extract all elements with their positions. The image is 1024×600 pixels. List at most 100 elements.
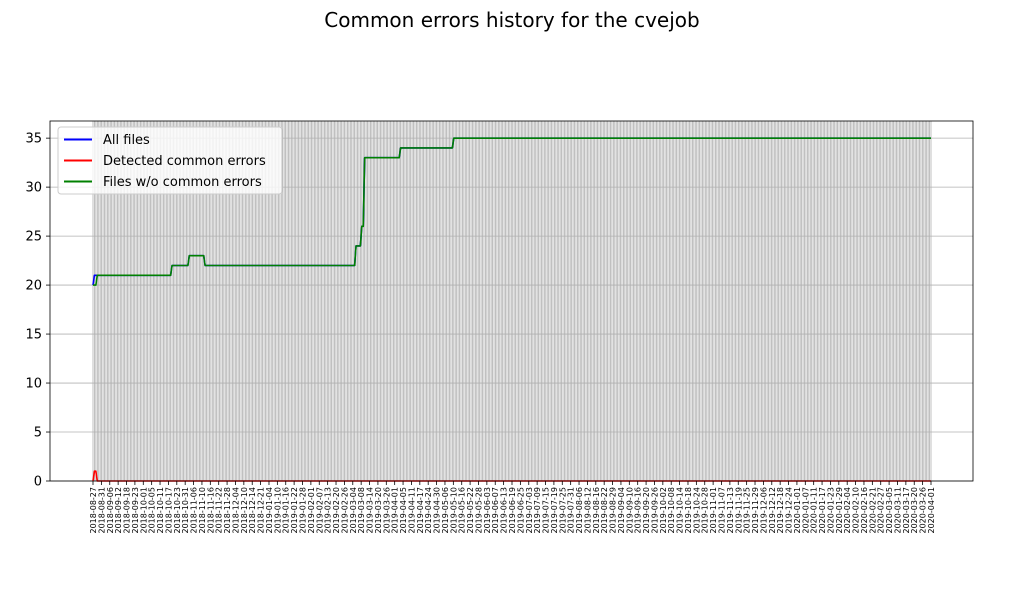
x-tick-label: 2019-11-07 bbox=[718, 487, 727, 534]
x-tick-label: 2020-02-16 bbox=[860, 487, 869, 534]
x-tick-label: 2019-05-28 bbox=[474, 487, 483, 534]
y-tick-label: 35 bbox=[25, 132, 42, 147]
x-tick-label: 2019-08-16 bbox=[592, 487, 601, 534]
x-gridlines bbox=[92, 121, 932, 481]
x-tick-label: 2019-10-28 bbox=[701, 487, 710, 534]
x-tick-label: 2018-10-05 bbox=[148, 487, 157, 534]
legend-label: All files bbox=[103, 133, 150, 148]
y-tick-label: 15 bbox=[25, 328, 42, 343]
x-tick-label: 2018-10-01 bbox=[139, 487, 148, 534]
x-tick-label: 2019-03-08 bbox=[357, 487, 366, 534]
x-tick-label: 2020-01-01 bbox=[793, 487, 802, 534]
x-tick-label: 2019-07-19 bbox=[550, 487, 559, 534]
x-tick-label: 2019-12-12 bbox=[768, 487, 777, 534]
x-tick-label: 2019-02-01 bbox=[307, 487, 316, 534]
y-tick-label: 0 bbox=[34, 475, 42, 490]
x-tick-label: 2019-06-03 bbox=[483, 487, 492, 534]
x-tick-label: 2019-11-01 bbox=[709, 487, 718, 534]
x-tick-label: 2019-10-14 bbox=[676, 487, 685, 534]
y-tick-label: 10 bbox=[25, 377, 42, 392]
x-tick-label: 2020-02-04 bbox=[843, 487, 852, 534]
x-tick-label: 2019-07-31 bbox=[567, 487, 576, 534]
x-tick-label: 2018-11-10 bbox=[198, 487, 207, 534]
x-tick-label: 2019-01-16 bbox=[282, 487, 291, 534]
x-tick-label: 2019-09-04 bbox=[617, 487, 626, 534]
legend-box bbox=[57, 126, 283, 195]
x-tick-label: 2019-09-26 bbox=[650, 487, 659, 534]
x-tick-label: 2019-01-04 bbox=[265, 487, 274, 534]
x-tick-label: 2019-04-11 bbox=[407, 487, 416, 534]
x-tick-label: 2018-12-04 bbox=[231, 487, 240, 534]
x-tick-label: 2019-07-25 bbox=[558, 487, 567, 534]
x-tick-label: 2019-06-19 bbox=[508, 487, 517, 534]
x-tick-label: 2019-04-05 bbox=[399, 487, 408, 534]
x-tick-label: 2019-06-07 bbox=[491, 487, 500, 534]
x-tick-label: 2019-12-24 bbox=[785, 487, 794, 534]
x-tick-label: 2019-05-22 bbox=[466, 487, 475, 534]
x-tick-label: 2019-11-25 bbox=[743, 487, 752, 534]
x-tick-label: 2019-02-26 bbox=[340, 487, 349, 534]
x-tick-label: 2020-02-27 bbox=[877, 487, 886, 534]
x-tick-label: 2019-01-22 bbox=[290, 487, 299, 534]
x-tick-label: 2019-11-29 bbox=[751, 487, 760, 534]
x-tick-label: 2020-03-11 bbox=[893, 487, 902, 534]
x-tick-label: 2018-08-31 bbox=[97, 487, 106, 534]
x-tick-label: 2020-01-23 bbox=[826, 487, 835, 534]
x-tick-label: 2019-03-20 bbox=[374, 487, 383, 534]
x-tick-label: 2019-06-25 bbox=[516, 487, 525, 534]
chart-title: Common errors history for the cvejob bbox=[324, 8, 700, 32]
x-tick-label: 2020-02-10 bbox=[852, 487, 861, 534]
x-tick-label: 2018-09-18 bbox=[123, 487, 132, 534]
x-tick-label: 2019-10-08 bbox=[667, 487, 676, 534]
plot-frame bbox=[49, 120, 974, 482]
x-tick-label: 2020-03-05 bbox=[885, 487, 894, 534]
x-tick-label: 2019-04-01 bbox=[391, 487, 400, 534]
x-axis: 2018-08-27 2018-08-31 2018-09-06 2018-09-12… bbox=[89, 481, 936, 534]
x-tick-label: 2019-09-10 bbox=[625, 487, 634, 534]
x-tick-label: 2019-07-09 bbox=[533, 487, 542, 534]
x-tick-label: 2019-04-17 bbox=[416, 487, 425, 534]
legend-label: Files w/o common errors bbox=[103, 175, 262, 190]
y-tick-label: 30 bbox=[25, 181, 42, 196]
x-tick-label: 2019-03-04 bbox=[349, 487, 358, 534]
x-tick-label: 2020-02-21 bbox=[868, 487, 877, 534]
x-tick-label: 2018-11-16 bbox=[206, 487, 215, 534]
y-tick-label: 20 bbox=[25, 279, 42, 294]
x-tick-label: 2019-08-22 bbox=[600, 487, 609, 534]
x-tick-label: 2020-01-11 bbox=[810, 487, 819, 534]
x-tick-label: 2018-12-21 bbox=[257, 487, 266, 534]
x-tick-label: 2019-01-10 bbox=[273, 487, 282, 534]
x-tick-label: 2019-06-13 bbox=[500, 487, 509, 534]
x-tick-label: 2019-05-10 bbox=[449, 487, 458, 534]
x-tick-label: 2020-04-01 bbox=[927, 487, 936, 534]
x-tick-label: 2019-04-24 bbox=[424, 487, 433, 534]
x-tick-label: 2019-12-06 bbox=[759, 487, 768, 534]
x-tick-label: 2018-10-17 bbox=[164, 487, 173, 534]
x-tick-label: 2019-11-13 bbox=[726, 487, 735, 534]
x-tick-label: 2019-04-30 bbox=[433, 487, 442, 534]
x-tick-label: 2019-08-29 bbox=[609, 487, 618, 534]
x-tick-label: 2018-12-14 bbox=[248, 487, 257, 534]
x-tick-label: 2019-02-07 bbox=[315, 487, 324, 534]
x-tick-label: 2019-01-28 bbox=[299, 487, 308, 534]
x-tick-label: 2018-10-11 bbox=[156, 487, 165, 534]
x-tick-label: 2020-03-17 bbox=[902, 487, 911, 534]
x-tick-label: 2018-11-06 bbox=[190, 487, 199, 534]
x-tick-label: 2018-12-10 bbox=[240, 487, 249, 534]
x-tick-label: 2018-09-06 bbox=[106, 487, 115, 534]
x-tick-label: 2018-11-28 bbox=[223, 487, 232, 534]
x-tick-label: 2019-10-24 bbox=[692, 487, 701, 534]
x-tick-label: 2019-07-15 bbox=[542, 487, 551, 534]
x-tick-label: 2019-12-18 bbox=[776, 487, 785, 534]
x-tick-label: 2019-09-16 bbox=[634, 487, 643, 534]
x-tick-label: 2019-09-20 bbox=[642, 487, 651, 534]
x-tick-label: 2019-05-16 bbox=[458, 487, 467, 534]
x-tick-label: 2020-01-07 bbox=[801, 487, 810, 534]
legend: All files Detected common errors Files w/o… bbox=[57, 126, 283, 195]
y-tick-label: 5 bbox=[34, 426, 42, 441]
x-tick-label: 2019-05-06 bbox=[441, 487, 450, 534]
x-tick-label: 2018-09-23 bbox=[131, 487, 140, 534]
x-tick-label: 2019-03-26 bbox=[382, 487, 391, 534]
x-tick-label: 2018-11-22 bbox=[215, 487, 224, 534]
